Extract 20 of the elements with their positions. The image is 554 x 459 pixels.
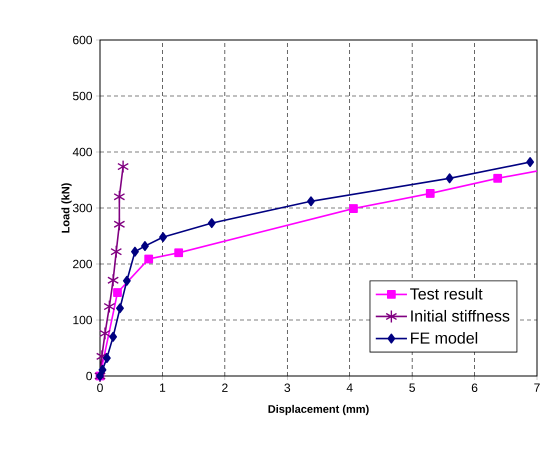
- legend-label: FE model: [411, 332, 478, 344]
- y-tick-label: 400: [72, 148, 92, 156]
- y-tick-label: 500: [72, 92, 92, 100]
- y-tick-label: 200: [73, 260, 92, 268]
- x-tick-label: 1: [160, 384, 166, 392]
- y-tick-label: 300: [72, 204, 92, 212]
- legend-label: Test result: [410, 288, 483, 300]
- y-tick-label: 0: [86, 372, 92, 380]
- y-tick-label: 100: [73, 316, 92, 324]
- y-tick-label: 600: [73, 36, 92, 44]
- x-tick-label: 7: [534, 384, 540, 392]
- x-tick-label: 6: [472, 384, 478, 392]
- x-tick-label: 0: [97, 384, 103, 392]
- x-axis-title: Displacement (mm): [268, 404, 369, 416]
- legend-label: Initial stiffness: [411, 310, 510, 322]
- x-tick-label: 2: [222, 384, 228, 392]
- x-tick-label: 4: [346, 384, 353, 392]
- x-tick-label: 3: [284, 384, 290, 392]
- x-tick-label: 5: [409, 384, 415, 392]
- y-axis-title: Load (kN): [61, 183, 72, 233]
